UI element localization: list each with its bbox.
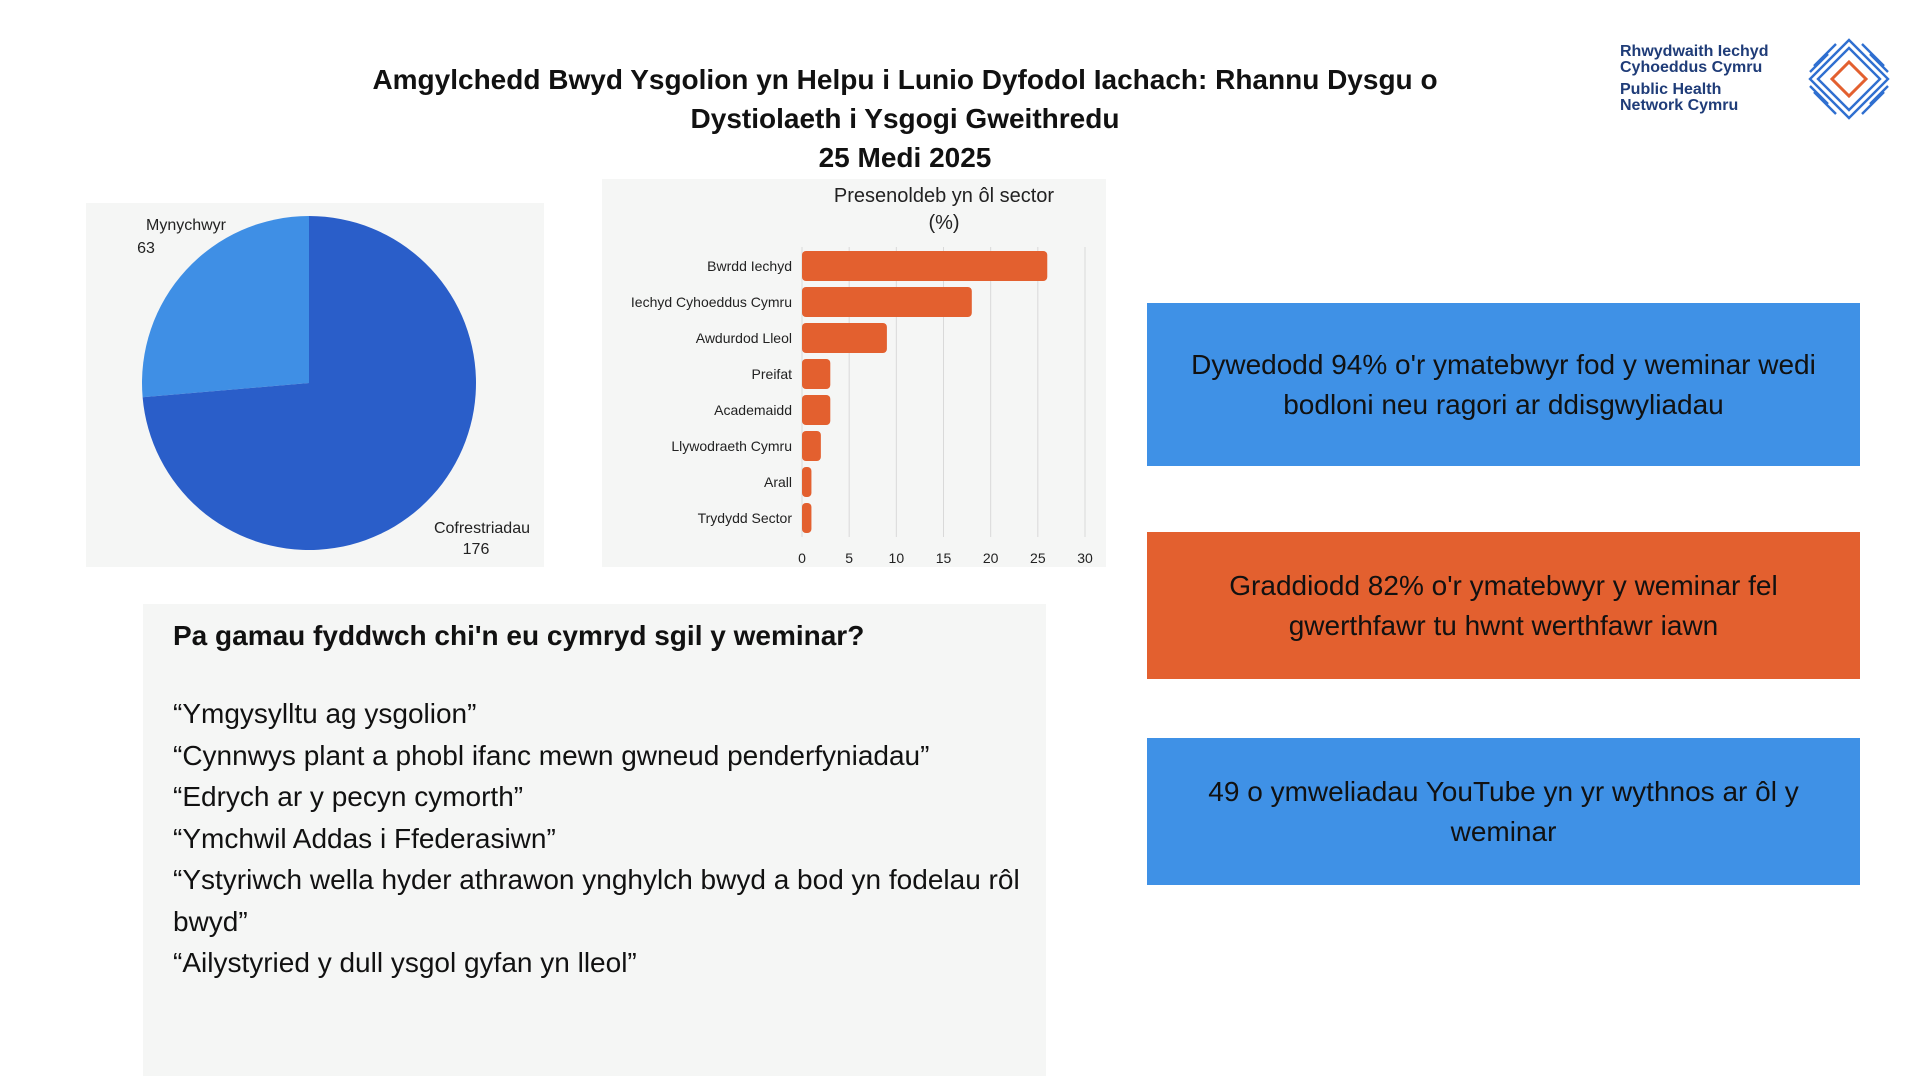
pie-label-registrations: Cofrestriadau: [434, 520, 530, 537]
bar-category-label: Iechyd Cyhoeddus Cymru: [631, 294, 792, 310]
pie-slice-mynychwyr: [142, 216, 309, 398]
youtube-stat-card: 49 o ymweliadau YouTube yn yr wythnos ar…: [1147, 738, 1860, 885]
value-rating-stat-card: Graddiodd 82% o'r ymatebwyr y weminar fe…: [1147, 532, 1860, 679]
bar-preifat: [802, 359, 831, 389]
title-line-2: Dystiolaeth i Ysgogi Gweithredu: [690, 103, 1120, 134]
bar-iechyd-cyhoeddus-cymru: [802, 287, 972, 317]
organisation-logo: Rhwydwaith Iechyd Cyhoeddus Cymru Public…: [1620, 36, 1900, 126]
pie-slice-cofrestriadau: [142, 216, 476, 550]
bar-arall: [802, 467, 812, 497]
event-date: 25 Medi 2025: [818, 142, 992, 173]
actions-heading: Pa gamau fyddwch chi'n eu cymryd sgil y …: [173, 620, 865, 651]
bar-chart-title-line-2: (%): [928, 212, 959, 234]
x-tick-label: 0: [798, 550, 806, 566]
bar-category-label: Bwrdd Iechyd: [707, 258, 792, 274]
bar-llywodraeth-cymru: [802, 431, 821, 461]
pie-chart-panel: Mynychwyr 63 Cofrestriadau 176: [86, 203, 544, 567]
sector-bar-chart: Presenoldeb yn ôl sector (%) Bwrdd Iechy…: [631, 185, 1093, 566]
bar-academaidd: [802, 395, 831, 425]
quote-item: “Cynnwys plant a phobl ifanc mewn gwneud…: [173, 739, 930, 771]
youtube-stat-text: 49 o ymweliadau YouTube yn yr wythnos ar…: [1208, 775, 1799, 847]
logo-line-2: Cyhoeddus Cymru: [1620, 59, 1763, 76]
logo-wordmark: Rhwydwaith Iechyd Cyhoeddus Cymru Public…: [1620, 44, 1768, 114]
x-tick-label: 25: [1030, 550, 1046, 566]
value-rating-stat-text: Graddiodd 82% o'r ymatebwyr y weminar fe…: [1229, 569, 1778, 641]
quote-item: “Ailystyried y dull ysgol gyfan yn lleol…: [173, 947, 637, 978]
actions-panel: Pa gamau fyddwch chi'n eu cymryd sgil y …: [143, 604, 1046, 1076]
bar-trydydd-sector: [802, 503, 812, 533]
page-title: Amgylchedd Bwyd Ysgolion yn Helpu i Luni…: [340, 60, 1470, 177]
registration-pie-chart: Mynychwyr 63 Cofrestriadau 176: [137, 216, 530, 558]
quote-item: “Ymgysylltu ag ysgolion”: [173, 698, 477, 729]
bar-category-label: Preifat: [752, 366, 793, 382]
bar-category-label: Awdurdod Lleol: [696, 330, 792, 346]
pie-value-attendees: 63: [137, 240, 155, 257]
x-tick-label: 5: [845, 550, 853, 566]
pie-value-registrations: 176: [463, 541, 490, 558]
satisfaction-stat-card: Dywedodd 94% o'r ymatebwyr fod y weminar…: [1147, 303, 1860, 466]
x-tick-label: 30: [1077, 550, 1093, 566]
bar-bwrdd-iechyd: [802, 251, 1048, 281]
bar-category-label: Llywodraeth Cymru: [671, 438, 792, 454]
x-tick-label: 10: [889, 550, 905, 566]
bar-category-label: Trydydd Sector: [698, 510, 793, 526]
bar-chart-title-line-1: Presenoldeb yn ôl sector: [834, 185, 1054, 207]
bar-category-label: Arall: [764, 474, 792, 490]
logo-line-4: Network Cymru: [1620, 97, 1739, 114]
quote-item: “Ymchwil Addas i Ffederasiwn”: [173, 822, 556, 854]
bar-category-label: Academaidd: [714, 402, 792, 418]
satisfaction-stat-text: Dywedodd 94% o'r ymatebwyr fod y weminar…: [1191, 348, 1816, 420]
pie-label-attendees: Mynychwyr: [146, 217, 227, 234]
x-tick-label: 15: [936, 550, 952, 566]
bar-chart-panel: Presenoldeb yn ôl sector (%) Bwrdd Iechy…: [602, 179, 1106, 567]
title-line-1: Amgylchedd Bwyd Ysgolion yn Helpu i Luni…: [372, 64, 1438, 95]
quote-item: “Ystyriwch wella hyder athrawon ynghylch…: [173, 864, 1020, 937]
logo-line-3: Public Health: [1620, 81, 1722, 98]
quote-item: “Edrych ar y pecyn cymorth”: [173, 781, 524, 812]
logo-line-1: Rhwydwaith Iechyd: [1620, 43, 1769, 60]
actions-quote-list: “Ymgysylltu ag ysgolion” “Cynnwys plant …: [173, 693, 1033, 984]
x-tick-label: 20: [983, 550, 999, 566]
bar-awdurdod-lleol: [802, 323, 887, 353]
diamond-lattice-icon: [1808, 38, 1890, 120]
